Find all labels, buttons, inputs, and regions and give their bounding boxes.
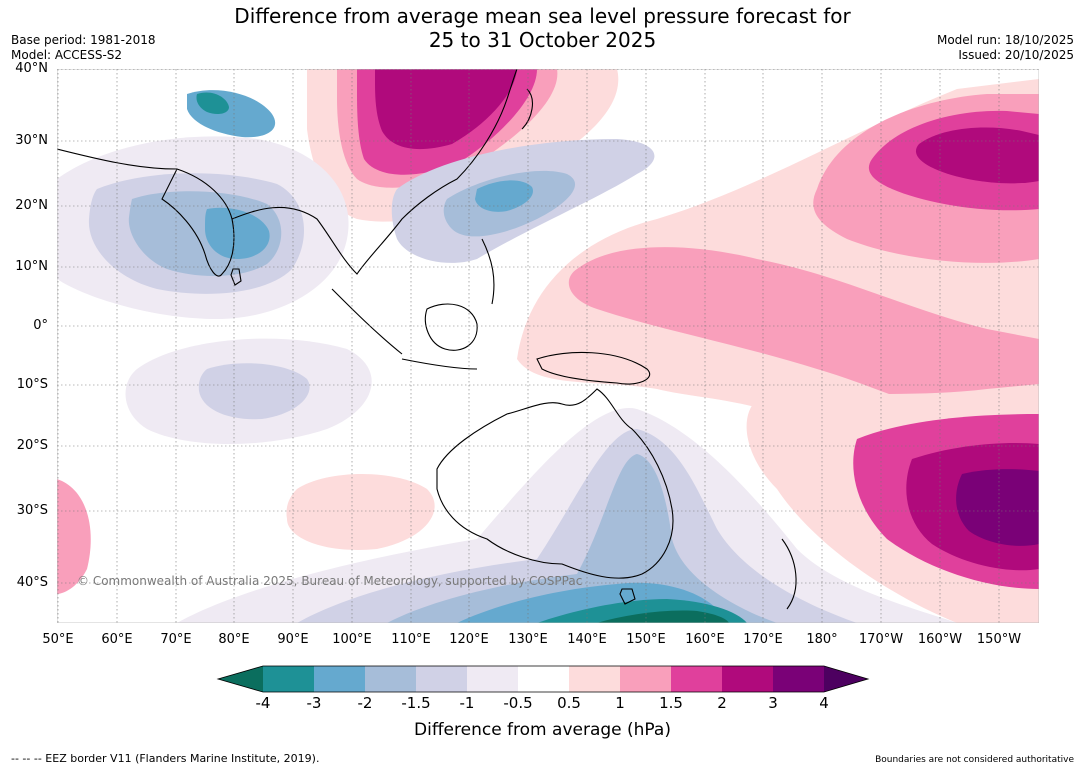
- lon-label-180: 180°: [806, 632, 838, 647]
- lon-label-50e: 50°E: [42, 632, 74, 647]
- colorbar-tick-4: 4: [819, 694, 829, 712]
- coastline-tasmania: [619, 588, 636, 605]
- lat-label-10s: 10°S: [16, 377, 48, 392]
- colorbar-bin: [416, 666, 468, 692]
- eez-border-note: -- -- -- EEZ border V11 (Flanders Marine…: [11, 752, 320, 765]
- colorbar-bin: [314, 666, 366, 692]
- lon-label-170e: 170°E: [743, 632, 783, 647]
- lon-label-140e: 140°E: [567, 632, 607, 647]
- lat-label-0: 0°: [33, 318, 48, 333]
- negative-anomaly-southern-ocean-3: [387, 454, 777, 623]
- lon-label-80e: 80°E: [218, 632, 250, 647]
- colorbar-bin: [467, 666, 519, 692]
- colorbar-bin: [773, 666, 825, 692]
- coastline-japan: [521, 88, 533, 130]
- copyright-notice: © Commonwealth of Australia 2025, Bureau…: [77, 574, 582, 588]
- lon-label-170w: 170°W: [858, 632, 904, 647]
- negative-anomaly-india-4: [205, 207, 270, 259]
- meta-left: Base period: 1981-2018 Model: ACCESS-S2: [11, 33, 156, 63]
- lon-label-130e: 130°E: [508, 632, 548, 647]
- colorbar-bin: [722, 666, 774, 692]
- coastlines: [57, 69, 797, 610]
- lon-label-160w: 160°W: [917, 632, 963, 647]
- coastline-asia-mainland: [57, 69, 518, 275]
- positive-anomaly-south-indian: [286, 474, 435, 550]
- colorbar-tick-3: 3: [768, 694, 778, 712]
- model-name: Model: ACCESS-S2: [11, 48, 123, 62]
- colorbar-bin: [620, 666, 672, 692]
- colorbar-tick-neg0-5: -0.5: [503, 694, 533, 712]
- colorbar-bins: [218, 666, 868, 692]
- coastline-india: [161, 168, 235, 277]
- positive-anomaly-ne-pacific-3: [915, 127, 1039, 184]
- negative-anomaly-southern-ocean-6: [597, 610, 729, 623]
- coastline-sri-lanka: [230, 268, 242, 286]
- lon-label-150w: 150°W: [976, 632, 1022, 647]
- map-title: Difference from average mean sea level p…: [0, 4, 1085, 52]
- colorbar-tick-1-5: 1.5: [659, 694, 683, 712]
- coastline-australia: [436, 388, 674, 579]
- issued-date: Issued: 20/10/2025: [958, 48, 1074, 62]
- colorbar-bin: [569, 666, 621, 692]
- lat-label-20s: 20°S: [16, 438, 48, 453]
- lat-label-30s: 30°S: [16, 503, 48, 518]
- positive-anomaly-west-edge: [57, 479, 91, 594]
- title-line-1: Difference from average mean sea level p…: [234, 4, 851, 28]
- colorbar-tick-1: 1: [615, 694, 625, 712]
- title-line-2: 25 to 31 October 2025: [428, 28, 657, 52]
- coastline-sumatra: [331, 288, 403, 355]
- negative-anomaly-scs-3: [475, 180, 533, 212]
- colorbar-bin: [365, 666, 417, 692]
- lon-label-120e: 120°E: [449, 632, 489, 647]
- meta-right: Model run: 18/10/2025 Issued: 20/10/2025: [937, 33, 1074, 63]
- coastline-borneo: [424, 303, 478, 351]
- colorbar-bin: [263, 666, 315, 692]
- positive-anomaly-south-pacific-4: [956, 469, 1039, 546]
- colorbar-bin: [518, 666, 570, 692]
- colorbar-title: Difference from average (hPa): [414, 720, 671, 740]
- lon-label-60e: 60°E: [101, 632, 133, 647]
- coastline-new-guinea: [536, 351, 650, 385]
- coastline-java: [401, 358, 478, 370]
- lon-label-150e: 150°E: [626, 632, 666, 647]
- lon-label-160e: 160°E: [685, 632, 725, 647]
- lat-label-40s: 40°S: [16, 575, 48, 590]
- graticule: [57, 69, 1039, 623]
- lat-label-40n: 40°N: [15, 61, 48, 76]
- colorbar-tick-2: 2: [717, 694, 727, 712]
- colorbar-extend-high: [824, 666, 868, 692]
- positive-anomaly-pacific-core: [568, 247, 1039, 429]
- colorbar: [216, 665, 870, 693]
- coastline-philippines: [481, 238, 495, 305]
- lon-label-100e: 100°E: [332, 632, 372, 647]
- colorbar-tick-neg1: -1: [459, 694, 475, 712]
- negative-anomaly-tibet-core: [196, 92, 229, 115]
- negative-anomaly-indian-ocean-2: [198, 363, 310, 420]
- colorbar-outline: [216, 665, 870, 693]
- coastline-new-zealand: [781, 538, 797, 610]
- lat-label-20n: 20°N: [15, 198, 48, 213]
- base-period: Base period: 1981-2018: [11, 33, 156, 47]
- boundaries-disclaimer: Boundaries are not considered authoritat…: [875, 755, 1074, 765]
- lon-label-70e: 70°E: [160, 632, 192, 647]
- colorbar-extend-low: [218, 666, 263, 692]
- lat-label-10n: 10°N: [15, 259, 48, 274]
- positive-anomaly-east-asia-4: [375, 69, 517, 150]
- colorbar-tick-neg4: -4: [255, 694, 271, 712]
- lon-label-110e: 110°E: [391, 632, 431, 647]
- lat-label-30n: 30°N: [15, 133, 48, 148]
- colorbar-bin: [671, 666, 723, 692]
- model-run: Model run: 18/10/2025: [936, 33, 1074, 47]
- colorbar-tick-neg1-5: -1.5: [401, 694, 431, 712]
- lon-label-90e: 90°E: [277, 632, 309, 647]
- colorbar-tick-neg3: -3: [306, 694, 322, 712]
- negative-anomaly-southern-ocean-2: [297, 429, 857, 623]
- pressure-anomaly-map: © Commonwealth of Australia 2025, Bureau…: [57, 69, 1039, 623]
- colorbar-tick-neg2: -2: [357, 694, 373, 712]
- colorbar-tick-0-5: 0.5: [557, 694, 581, 712]
- anomaly-contours: © Commonwealth of Australia 2025, Bureau…: [57, 69, 1039, 623]
